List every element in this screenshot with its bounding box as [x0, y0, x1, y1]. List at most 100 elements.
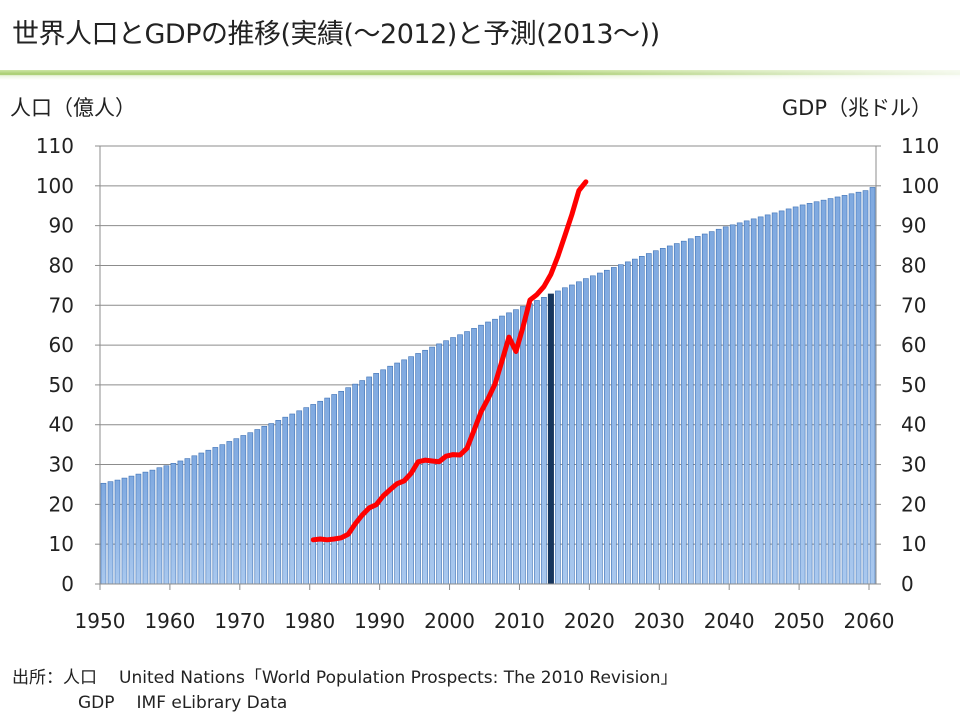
- population-bar: [799, 204, 806, 585]
- population-bar: [457, 334, 463, 585]
- population-bar: [380, 369, 386, 585]
- population-bar: [792, 206, 799, 585]
- population-bar: [576, 281, 582, 585]
- population-bar: [275, 420, 282, 585]
- population-bar: [359, 380, 365, 585]
- population-bar-highlight: [547, 293, 554, 585]
- y-tick-label-left: 60: [49, 333, 74, 357]
- population-bar: [422, 349, 428, 585]
- y-tick-label-left: 80: [49, 253, 74, 277]
- population-bar: [708, 231, 715, 585]
- population-bar: [562, 287, 568, 585]
- y-tick-label-right: 40: [901, 413, 926, 437]
- source-label: 出所：人口: [12, 668, 97, 688]
- y-tick-label-right: 50: [901, 373, 926, 397]
- population-bar: [855, 191, 862, 585]
- population-bar: [387, 365, 393, 585]
- population-bar: [170, 463, 177, 585]
- population-bar: [289, 413, 296, 585]
- population-bar: [114, 479, 121, 585]
- population-bar: [778, 210, 785, 585]
- x-tick-label: 2010: [494, 609, 545, 633]
- population-bar: [191, 455, 198, 585]
- population-bar: [450, 337, 456, 585]
- y-tick-label-left: 40: [49, 413, 74, 437]
- population-bar: [604, 269, 610, 585]
- population-bar: [310, 404, 317, 585]
- y-tick-label-right: 30: [901, 453, 926, 477]
- population-bar: [583, 278, 589, 585]
- population-bar: [254, 429, 261, 585]
- population-bar: [715, 228, 722, 585]
- population-bar: [219, 444, 226, 585]
- population-bar: [401, 359, 407, 585]
- population-bar: [261, 426, 268, 585]
- population-bar: [373, 373, 379, 585]
- population-bar: [471, 328, 477, 585]
- population-bar: [352, 383, 358, 585]
- population-bar: [722, 226, 729, 585]
- population-bar: [296, 410, 303, 585]
- population-bar: [736, 222, 743, 585]
- population-bar: [625, 261, 631, 585]
- population-bar: [694, 236, 701, 585]
- gdp-line: [310, 179, 589, 543]
- population-bar: [226, 441, 233, 585]
- population-bar: [743, 220, 750, 585]
- population-bar: [247, 432, 254, 585]
- population-bar: [240, 435, 247, 585]
- population-bar: [569, 284, 575, 585]
- population-bar: [443, 340, 449, 585]
- population-source: United Nations「World Population Prospect…: [119, 668, 678, 688]
- population-bar: [184, 458, 191, 585]
- x-tick-label: 1980: [284, 609, 335, 633]
- population-bar: [198, 452, 205, 585]
- population-bar: [806, 203, 813, 585]
- y-tick-label-left: 90: [49, 214, 74, 238]
- y-tick-label-right: 90: [901, 214, 926, 238]
- population-bars: [100, 187, 876, 585]
- population-bar: [862, 190, 869, 585]
- population-bar: [317, 400, 324, 585]
- population-bar: [177, 460, 184, 585]
- population-bar: [534, 300, 540, 585]
- y-tick-label-left: 0: [61, 572, 74, 596]
- population-bar: [303, 407, 310, 585]
- population-bar: [729, 224, 736, 585]
- population-bar: [324, 397, 331, 585]
- population-bar: [527, 303, 533, 585]
- y-tick-label-left: 50: [49, 373, 74, 397]
- population-bar: [666, 245, 673, 585]
- population-bar: [631, 258, 638, 585]
- population-bar: [541, 297, 547, 585]
- population-bar: [212, 447, 219, 585]
- y-tick-label-right: 0: [901, 572, 914, 596]
- population-bar: [820, 199, 827, 585]
- population-bar: [618, 264, 624, 585]
- y-axis-right-title: GDP（兆ドル）: [781, 96, 932, 120]
- y-tick-label-left: 10: [49, 532, 74, 556]
- title-underline-fade: [0, 70, 960, 80]
- population-bar: [163, 465, 170, 585]
- gdp-source-label: GDP: [78, 693, 115, 713]
- population-bar: [149, 469, 156, 585]
- population-bar: [645, 253, 652, 585]
- population-bar: [233, 438, 240, 585]
- x-tick-label: 2020: [564, 609, 615, 633]
- y-tick-label-right: 10: [901, 532, 926, 556]
- y-tick-label-left: 70: [49, 293, 74, 317]
- population-bar: [597, 272, 603, 585]
- y-tick-label-right: 110: [901, 134, 939, 158]
- population-bar: [394, 362, 400, 585]
- population-bar: [520, 306, 526, 585]
- y-tick-label-right: 60: [901, 333, 926, 357]
- x-tick-label: 2030: [634, 609, 685, 633]
- y-tick-label-left: 110: [36, 134, 74, 158]
- source-footer: 出所：人口 United Nations「World Population Pro…: [12, 666, 677, 716]
- population-bar: [827, 198, 834, 585]
- population-bar: [785, 208, 792, 585]
- y-tick-label-left: 20: [49, 492, 74, 516]
- population-bar: [429, 346, 435, 585]
